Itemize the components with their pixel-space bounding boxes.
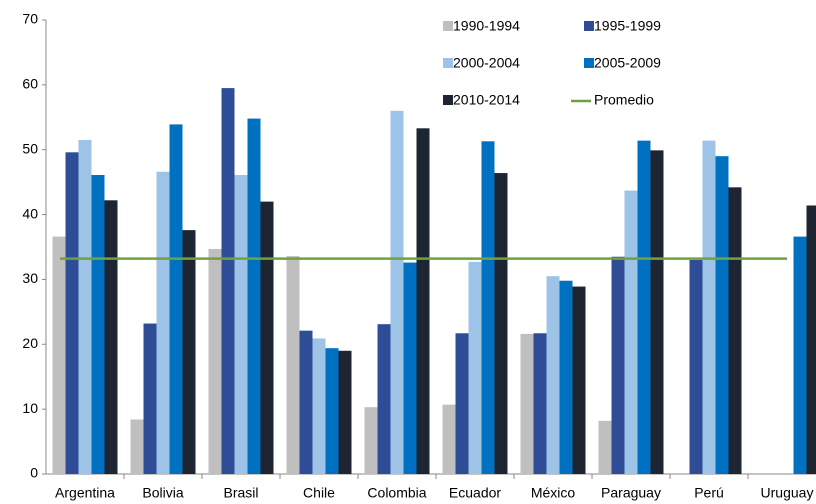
legend-label: 2005-2009 [594, 55, 661, 71]
bar [494, 173, 508, 474]
legend-swatch [443, 95, 453, 105]
x-tick-label: Uruguay [761, 485, 814, 501]
bar [182, 230, 196, 474]
bar [390, 110, 404, 475]
y-tick-label: 70 [22, 11, 38, 27]
bar [312, 338, 326, 474]
bar [793, 236, 807, 474]
bar [104, 200, 118, 474]
bar [598, 420, 612, 474]
y-tick-label: 0 [30, 465, 38, 481]
bar [91, 175, 105, 474]
bar [208, 248, 222, 474]
bar [416, 128, 430, 474]
legend-label: 2010-2014 [453, 92, 520, 108]
bar [403, 262, 417, 474]
bar [520, 333, 534, 474]
y-tick-label: 50 [22, 140, 38, 156]
legend-swatch [584, 58, 594, 68]
bar [234, 175, 248, 474]
bar [611, 256, 625, 474]
y-tick-label: 30 [22, 270, 38, 286]
legend-swatch [443, 58, 453, 68]
y-tick-label: 40 [22, 205, 38, 221]
bar [78, 139, 92, 474]
bar [702, 140, 716, 475]
bar [715, 156, 729, 474]
bar [455, 333, 469, 474]
legend-swatch [584, 21, 594, 31]
bar [624, 190, 638, 474]
bar [468, 261, 482, 474]
bar [546, 276, 560, 474]
bar [156, 171, 170, 474]
bar [338, 350, 352, 474]
bar [637, 140, 651, 475]
bar [728, 187, 742, 474]
legend-label: 1990-1994 [453, 18, 520, 34]
bar [299, 330, 313, 474]
x-tick-label: Ecuador [449, 485, 501, 501]
x-tick-label: Bolivia [142, 485, 183, 501]
bar [442, 404, 456, 474]
bar [247, 118, 261, 474]
legend-label: 1995-1999 [594, 18, 661, 34]
bar [481, 141, 495, 475]
x-tick-label: México [531, 485, 576, 501]
x-tick-label: Colombia [367, 485, 426, 501]
y-tick-label: 60 [22, 76, 38, 92]
y-tick-label: 20 [22, 335, 38, 351]
bar [559, 280, 573, 474]
bar [533, 333, 547, 474]
bar [364, 407, 378, 474]
bar [221, 88, 235, 474]
bar [130, 419, 144, 474]
bar [325, 348, 339, 474]
x-tick-label: Perú [694, 485, 724, 501]
x-tick-label: Paraguay [601, 485, 661, 501]
bar [169, 124, 183, 475]
bar [806, 205, 816, 474]
bar [650, 150, 664, 474]
legend-label: 2000-2004 [453, 55, 520, 71]
bar [260, 201, 274, 474]
bar [65, 152, 79, 474]
bar [689, 259, 703, 474]
x-tick-label: Chile [303, 485, 335, 501]
y-tick-label: 10 [22, 400, 38, 416]
x-tick-label: Argentina [55, 485, 115, 501]
legend-label: Promedio [594, 92, 654, 108]
bar [572, 286, 586, 474]
bar [52, 236, 66, 474]
legend-swatch [443, 21, 453, 31]
bar [143, 323, 157, 474]
bar [286, 256, 300, 474]
bar [377, 324, 391, 474]
x-tick-label: Brasil [223, 485, 258, 501]
